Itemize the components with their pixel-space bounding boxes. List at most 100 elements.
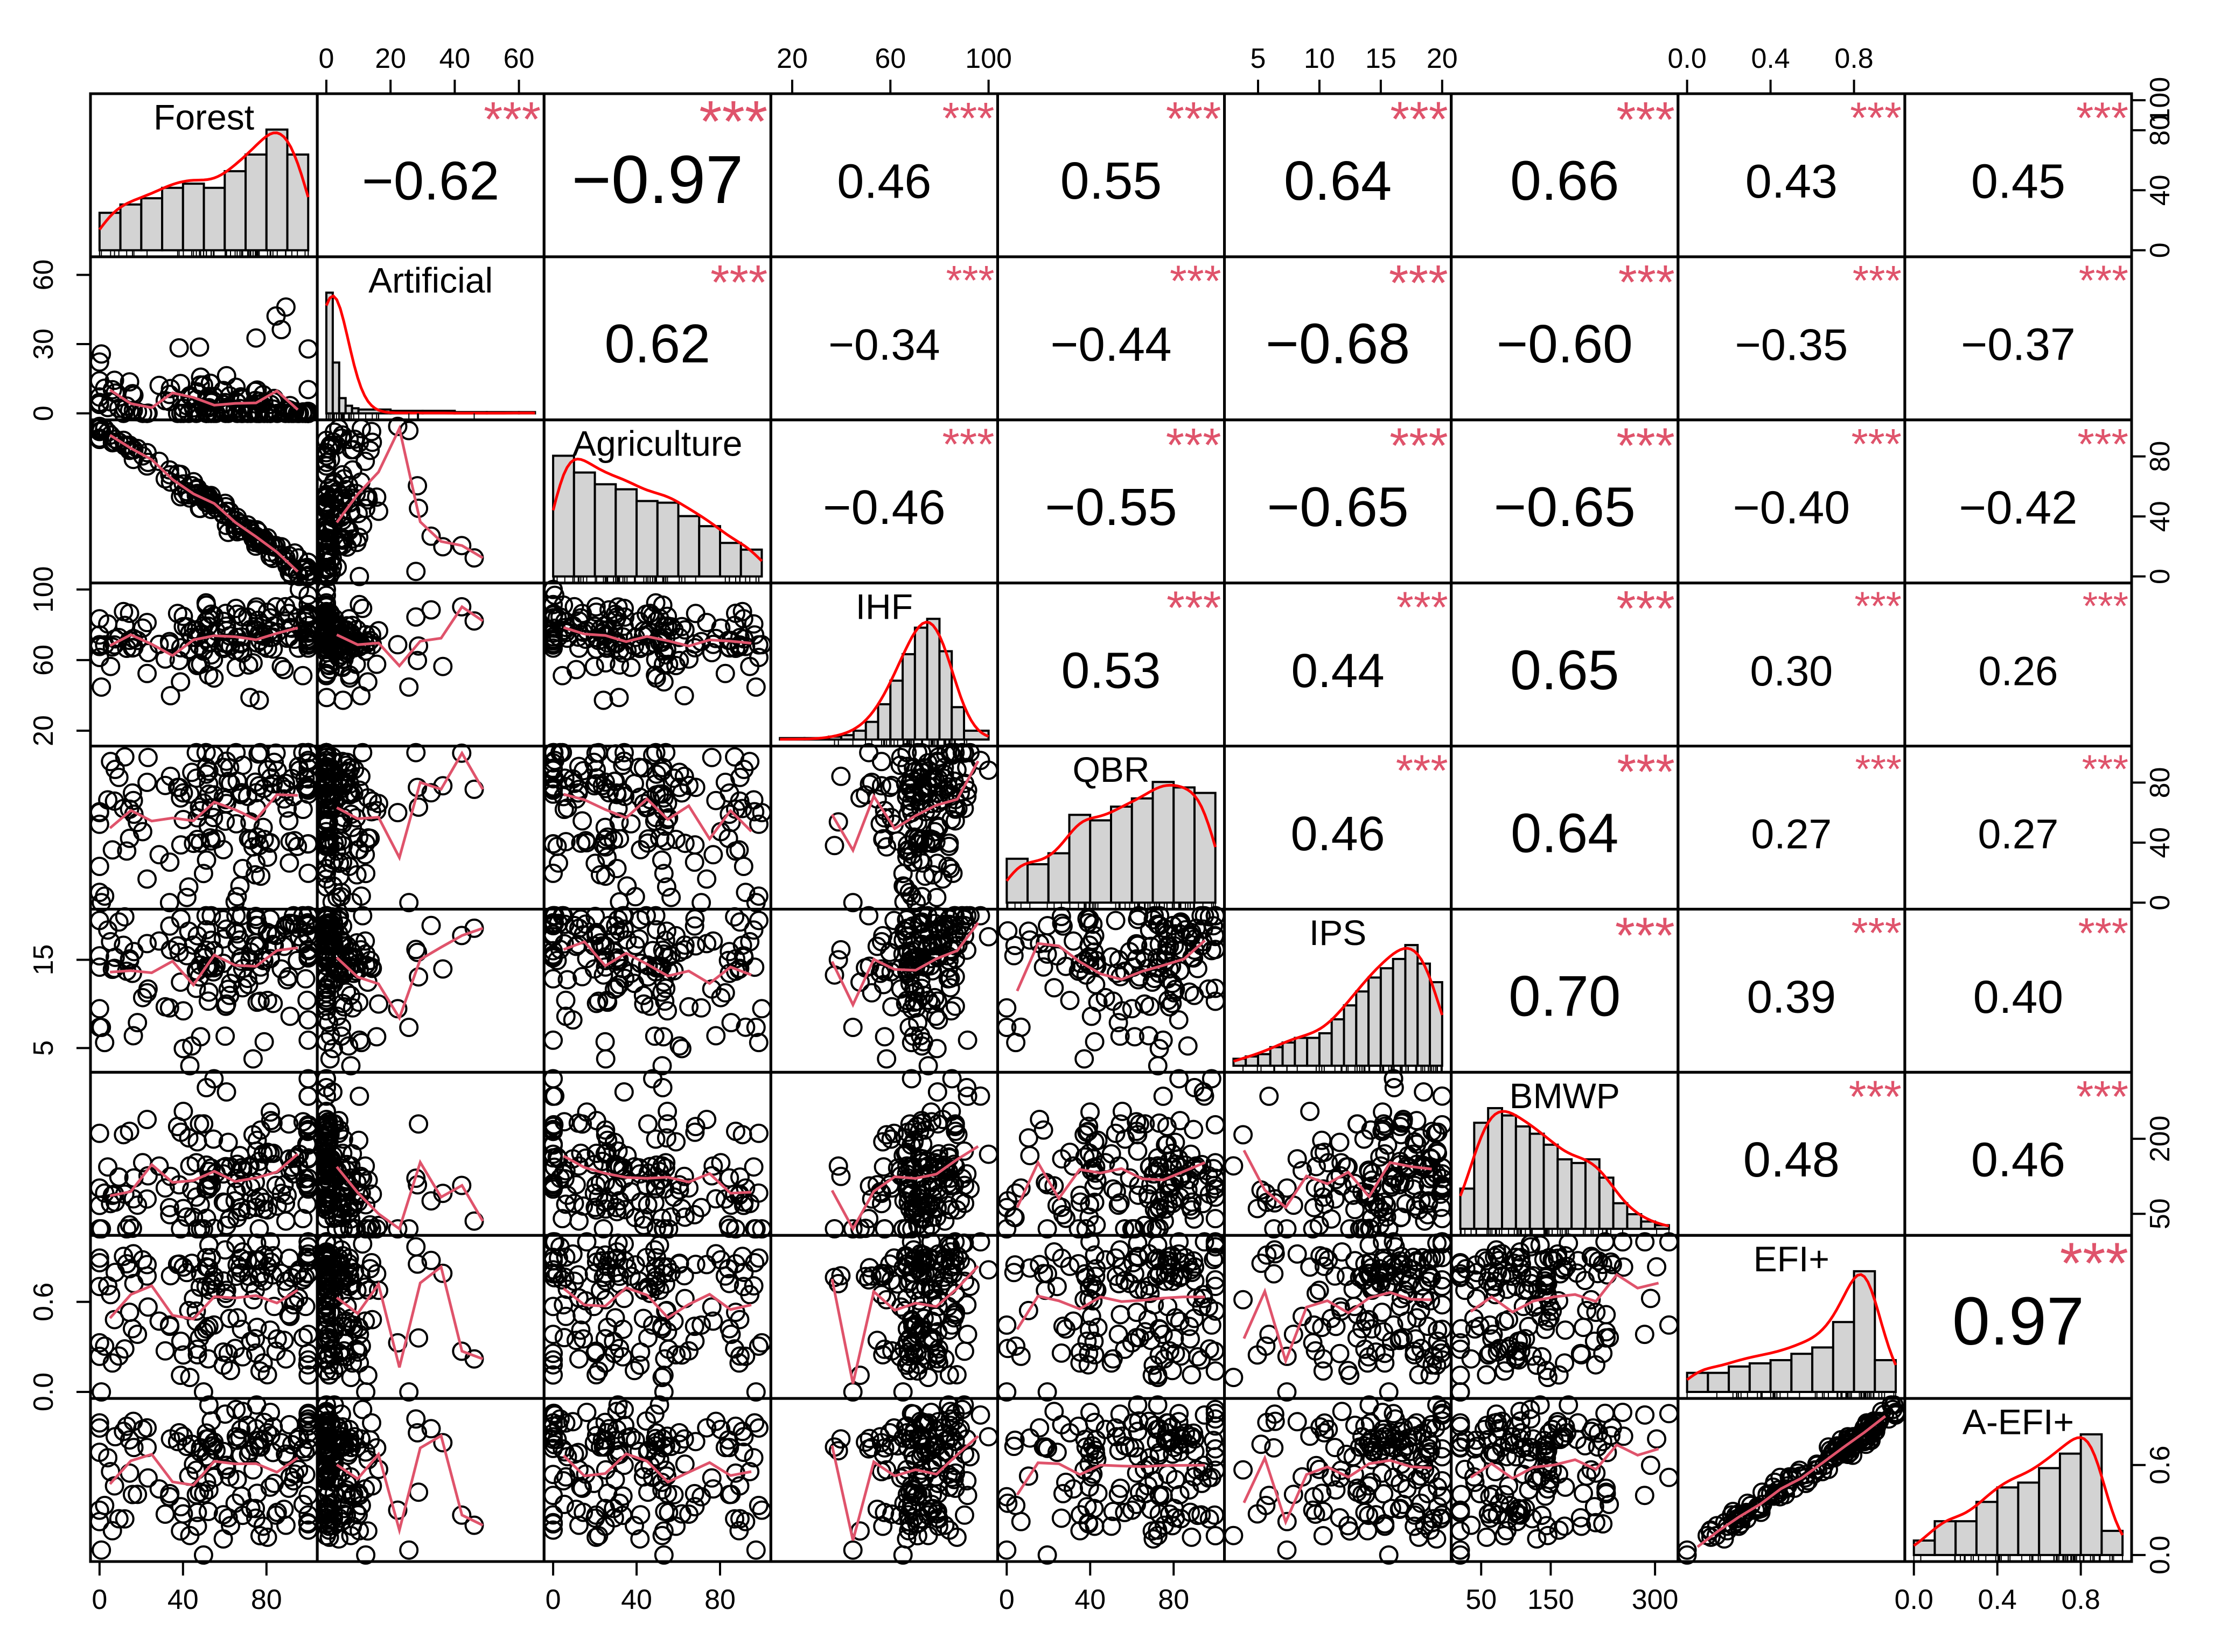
hist-bar — [677, 515, 701, 578]
scatter-point — [408, 650, 428, 670]
scatter-point — [1568, 1251, 1588, 1271]
scatter-point — [1307, 1157, 1326, 1177]
scatter-point — [114, 1247, 134, 1266]
scatter-point — [388, 1219, 408, 1239]
hist-bar — [1343, 1004, 1358, 1067]
scatter-point — [634, 994, 654, 1014]
scatter-panel-agriculture-vs-artificial — [317, 416, 484, 586]
hist-bar — [739, 548, 763, 578]
scatter-point — [951, 1191, 970, 1211]
scatter-point — [746, 677, 766, 697]
scatter-point — [1004, 946, 1024, 965]
scatter-point — [1160, 959, 1179, 979]
scatter-point — [875, 1219, 895, 1239]
scatter-point — [927, 1207, 947, 1227]
scatter-point — [293, 1328, 313, 1348]
scatter-point — [1076, 1219, 1096, 1238]
scatter-point — [1384, 1232, 1403, 1252]
scatter-point — [120, 828, 139, 848]
hist-bar — [202, 186, 226, 251]
scatter-point — [630, 1164, 650, 1184]
scatter-point — [98, 397, 118, 417]
scatter-point — [703, 1311, 723, 1331]
scatter-point — [227, 604, 247, 624]
density-curve-ips — [1233, 947, 1444, 1063]
scatter-point — [945, 1255, 965, 1275]
scatter-point — [1640, 1289, 1660, 1308]
scatter-point — [927, 1349, 947, 1369]
scatter-point — [369, 1280, 388, 1300]
hist-bar — [2058, 1452, 2082, 1556]
scatter-point — [746, 1018, 766, 1037]
scatter-point — [1310, 1143, 1330, 1163]
scatter-point — [1265, 1189, 1285, 1209]
scatter-point — [605, 1308, 625, 1328]
scatter-point — [1202, 1315, 1221, 1335]
scatter-point — [825, 1219, 844, 1238]
scatter-point — [254, 829, 274, 849]
hist-bar — [1584, 1158, 1601, 1230]
scatter-point — [955, 926, 974, 946]
hist-bar — [1269, 1046, 1284, 1067]
scatter-point — [1205, 1115, 1225, 1135]
scatter-point — [871, 959, 891, 979]
scatter-point — [160, 766, 180, 786]
scatter-point — [1128, 970, 1148, 990]
scatter-point — [745, 1219, 765, 1239]
scatter-point — [155, 1178, 175, 1198]
scatter-point — [585, 853, 605, 873]
scatter-point — [831, 940, 851, 960]
smooth-line — [1242, 1287, 1432, 1365]
scatter-point — [859, 743, 879, 762]
density-curve-bmwp — [1459, 1110, 1670, 1228]
hist-bar — [1570, 1161, 1587, 1230]
scatter-point — [897, 910, 917, 929]
scatter-point — [1325, 1189, 1345, 1209]
hist-bar — [1686, 1371, 1709, 1393]
scatter-point — [319, 914, 339, 934]
scatter-point — [198, 991, 218, 1011]
scatter-point — [1390, 1151, 1410, 1171]
scatter-point — [264, 1297, 284, 1317]
scatter-point — [569, 1349, 589, 1369]
scatter-point — [1179, 1317, 1199, 1336]
scatter-point — [101, 656, 121, 676]
scatter-point — [653, 1027, 673, 1047]
scatter-point — [1588, 1264, 1608, 1284]
hist-bar — [1707, 1371, 1730, 1393]
scatter-point — [1112, 1102, 1132, 1121]
scatter-point — [749, 814, 769, 834]
scatter-point — [666, 1132, 686, 1152]
scatter-point — [1080, 1232, 1100, 1252]
scatter-point — [1300, 1257, 1320, 1277]
scatter-point — [1079, 1320, 1099, 1340]
scatter-point — [1494, 1311, 1514, 1331]
scatter-point — [553, 1209, 572, 1229]
scatter-point — [1586, 1355, 1605, 1375]
scatter-point — [199, 784, 219, 804]
scatter-point — [1366, 1342, 1386, 1362]
scatter-point — [334, 997, 354, 1017]
scatter-point — [875, 1027, 895, 1047]
scatter-point — [98, 422, 118, 442]
scatter-point — [1056, 1208, 1075, 1228]
hist-bar — [1256, 1053, 1272, 1067]
scatter-point — [631, 1342, 651, 1362]
scatter-point — [553, 743, 572, 762]
scatter-point — [98, 1276, 118, 1296]
scatter-point — [664, 620, 684, 640]
scatter-point — [355, 451, 375, 471]
scatter-point — [433, 959, 453, 979]
hist-bar — [161, 186, 184, 251]
scatter-point — [1293, 1306, 1312, 1326]
scatter-point — [1393, 1328, 1413, 1348]
scatter-point — [1191, 1350, 1211, 1370]
scatter-point — [320, 1175, 340, 1195]
scatter-point — [343, 1144, 362, 1164]
scatter-point — [298, 1010, 318, 1030]
hist-bar — [1367, 976, 1382, 1067]
scatter-point — [293, 1270, 313, 1290]
scatter-point — [843, 1219, 863, 1239]
scatter-point — [351, 886, 371, 906]
